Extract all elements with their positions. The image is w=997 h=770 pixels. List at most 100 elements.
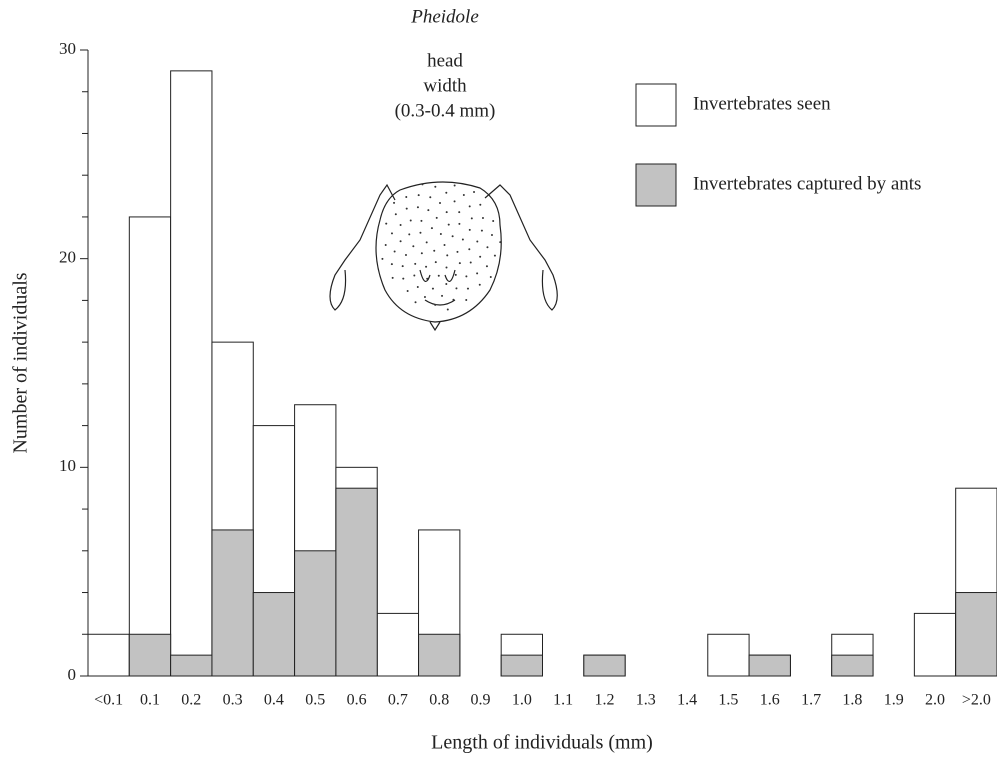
x-tick-label: 0.5 [305,692,325,709]
stipple-dot [492,219,495,222]
stipple-dot [469,261,472,264]
stipple-dot [485,265,488,268]
stipple-dot [390,263,393,266]
bar [748,654,791,677]
stipple-dot [420,219,423,222]
legend-label: Invertebrates captured by ants [693,173,921,194]
stipple-dot [433,249,436,252]
x-tick-label: 1.7 [801,692,821,709]
x-tick-label: 1.4 [677,692,697,709]
stipple-dot [458,222,461,225]
x-axis-label: Length of individuals (mm) [431,732,653,754]
x-tick-label: 1.9 [884,692,904,709]
stipple-dot [499,241,502,244]
stipple-dot [431,287,434,290]
stipple-dot [430,227,433,230]
bar [707,633,750,677]
annotation: width [423,75,467,96]
stipple-dot [421,183,424,186]
x-tick-label: 0.9 [471,692,491,709]
stipple-dot [390,232,393,235]
stipple-dot [414,262,417,265]
stipple-dot [417,194,420,197]
stipple-dot [420,252,423,255]
stipple-dot [413,274,416,277]
stipple-dot [493,254,496,257]
stipple-dot [455,287,458,290]
stipple-dot [393,250,396,253]
stipple-dot [468,205,471,208]
stipple-dot [445,191,448,194]
x-tick-label: 1.0 [512,692,532,709]
bar [128,633,172,677]
stipple-dot [446,308,449,311]
x-tick-label: 0.4 [264,692,284,709]
bar [170,70,213,677]
stipple-dot [384,244,387,246]
stipple-dot [478,283,481,286]
stipple-dot [456,250,459,253]
stipple-dot [381,257,384,260]
stipple-dot [405,196,408,199]
stipple-dot [480,229,483,232]
stipple-dot [427,209,430,212]
stipple-dot [458,211,461,214]
stipple-dot [443,244,446,246]
stipple-dot [439,233,442,236]
x-tick-label: 1.3 [636,692,656,709]
stipple-dot [401,265,404,268]
stipple-dot [434,303,437,306]
stipple-dot [468,248,471,251]
stipple-dot [435,216,438,219]
stipple-dot [423,296,426,299]
stipple-dot [419,231,422,234]
stipple-dot [479,203,482,206]
stipple-dot [393,201,396,204]
bar [335,487,378,677]
stipple-dot [446,254,449,257]
stipple-dot [399,240,402,243]
stipple-dot [426,277,429,280]
stipple-dot [406,290,409,293]
stipple-dot [473,190,476,193]
stipple-dot [451,235,454,238]
y-tick-label: 20 [59,248,76,267]
stipple-dot [479,255,482,258]
stipple-dot [391,276,394,279]
stipple-dot [409,219,412,222]
stipple-dot [470,217,473,220]
bar [955,592,997,677]
x-tick-label: 2.0 [925,692,945,709]
stipple-dot [468,228,471,231]
x-tick-label: 0.3 [223,692,243,709]
stipple-dot [453,200,456,203]
x-tick-label: 1.6 [760,692,780,709]
x-tick-label: >2.0 [962,692,991,709]
bar [583,654,626,677]
stipple-dot [402,277,405,280]
bar [294,550,337,677]
y-tick-label: 10 [59,456,76,475]
annotation: (0.3-0.4 mm) [395,100,496,121]
x-tick-label: 1.2 [594,692,614,709]
stipple-dot [434,261,437,264]
stipple-dot [394,213,397,216]
y-tick-label: 30 [59,39,76,58]
bar [376,612,420,677]
stipple-dot [439,201,441,204]
stipple-dot [452,298,455,301]
stipple-dot [404,253,407,256]
stipple-dot [405,207,408,210]
x-tick-label: 0.8 [429,692,449,709]
bar [418,633,461,677]
stipple-dot [486,246,489,249]
stipple-dot [489,275,492,278]
bar [913,612,957,677]
stipple-dot [445,283,448,286]
stipple-dot [458,262,461,265]
stipple-dot [445,266,448,269]
stipple-dot [434,185,437,188]
stipple-dot [462,194,465,197]
